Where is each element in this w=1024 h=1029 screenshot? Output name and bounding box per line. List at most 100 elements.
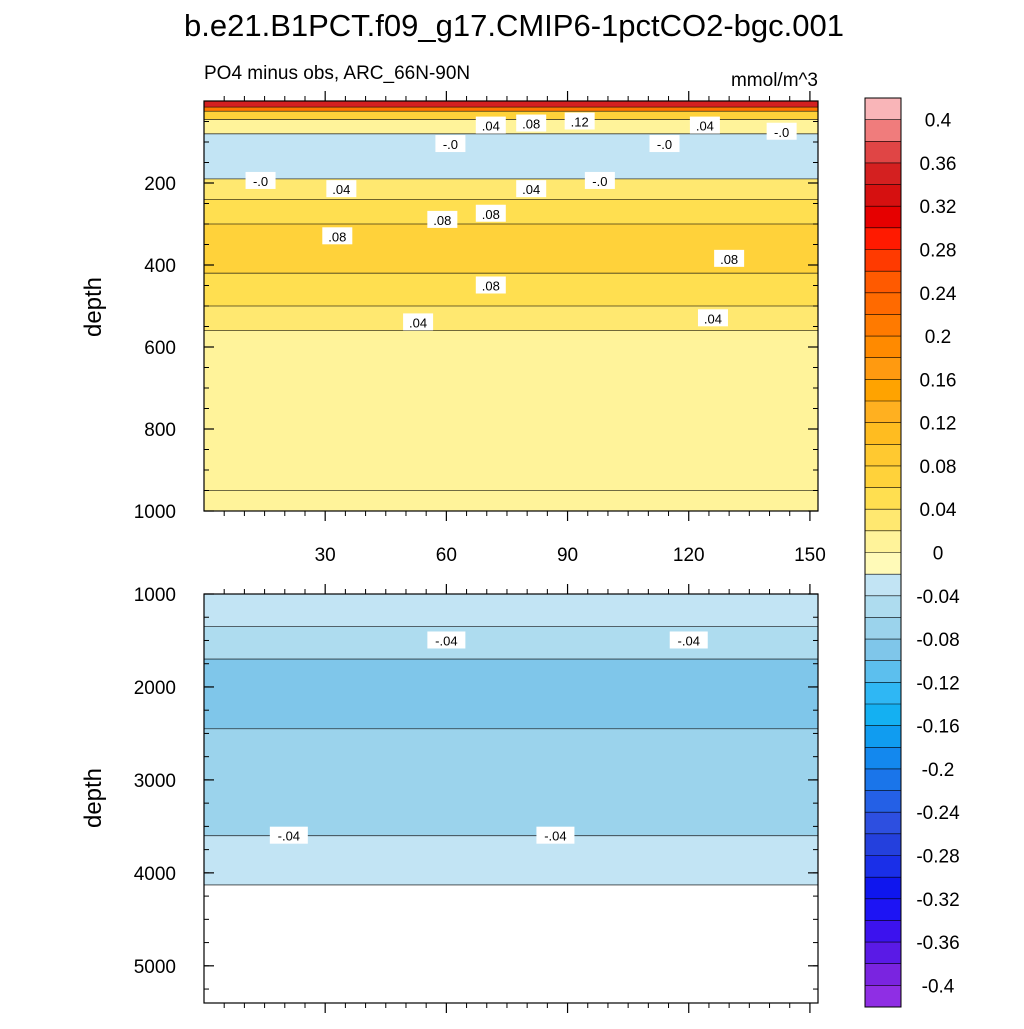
colorbar-swatch — [865, 162, 901, 185]
contour-label: -.04 — [278, 829, 300, 844]
colorbar-swatch — [865, 617, 901, 640]
colorbar-swatch — [865, 119, 901, 142]
contour-band — [204, 626, 818, 660]
colorbar-label: -0.4 — [922, 976, 955, 997]
contour-label-box — [245, 171, 276, 189]
y-tick-label: 1000 — [134, 502, 176, 523]
colorbar-label: 0.36 — [920, 154, 957, 175]
colorbar-swatch — [865, 747, 901, 770]
x-tick-label: 60 — [436, 545, 457, 566]
chart-title: b.e21.B1PCT.f09_g17.CMIP6-1pctCO2-bgc.00… — [184, 8, 844, 43]
contour-label: -.0 — [657, 137, 672, 152]
colorbar-swatch — [865, 401, 901, 423]
contour-label: -.0 — [443, 137, 458, 152]
colorbar: 0.4 0.36 0.32 0.28 0.24 0.2 0.16 0.12 0.08 0.04 0 -… — [864, 97, 960, 1008]
y-tick-label: 2000 — [134, 678, 176, 699]
colorbar-frame — [864, 97, 902, 1008]
contour-label-box — [427, 631, 466, 649]
contour-band — [204, 835, 818, 885]
y-tick-label: 800 — [144, 420, 176, 441]
colorbar-swatch — [865, 509, 901, 532]
colorbar-swatch — [865, 336, 901, 359]
y-tick-label: 3000 — [134, 771, 176, 792]
y-axis-title-lower: depth — [80, 768, 107, 828]
colorbar-swatch — [865, 704, 901, 726]
y-tick-label: 600 — [144, 338, 176, 359]
contour-band — [204, 101, 818, 108]
colorbar-swatch — [865, 574, 901, 597]
contour-label-box — [516, 180, 547, 198]
colorbar-label: -0.2 — [922, 760, 955, 781]
colorbar-swatch — [865, 379, 901, 402]
panel-lower: 1000 2000 3000 4000 5000 -.04 -.04 -.04 -.04 — [134, 584, 819, 1013]
contour-band — [204, 199, 818, 224]
contour-label: .04 — [332, 182, 350, 197]
contour-band — [204, 594, 818, 627]
colorbar-swatch — [865, 985, 901, 1008]
colorbar-swatch — [865, 855, 901, 878]
contour-label-box — [689, 116, 720, 134]
colorbar-swatch — [865, 768, 901, 791]
contour-label: -.0 — [253, 174, 268, 189]
contour-label-box — [564, 112, 595, 130]
colorbar-swatch — [865, 660, 901, 683]
contour-label-box — [536, 826, 575, 844]
colorbar-swatch — [865, 639, 901, 662]
contour-label-box — [697, 309, 728, 327]
colorbar-label: 0.04 — [920, 500, 957, 521]
colorbar-label: -0.24 — [916, 803, 960, 824]
contour-label: -.04 — [678, 633, 700, 648]
contour-band — [204, 273, 818, 306]
contour-label: .08 — [433, 213, 451, 228]
x-tick-label: 120 — [673, 545, 705, 566]
contour-label: .12 — [571, 115, 589, 130]
contour-label-box — [516, 114, 547, 132]
colorbar-label: 0.32 — [920, 197, 957, 218]
colorbar-swatch — [865, 98, 901, 120]
colorbar-label: -0.12 — [916, 673, 959, 694]
contour-label: -.0 — [774, 125, 789, 140]
colorbar-swatch — [865, 292, 901, 315]
colorbar-swatch — [865, 682, 901, 705]
y-tick-label: 400 — [144, 256, 176, 277]
contour-band — [204, 659, 818, 729]
colorbar-swatch — [865, 898, 901, 921]
colorbar-label: 0.28 — [920, 241, 957, 262]
colorbar-swatch — [865, 552, 901, 575]
colorbar-label: -0.16 — [916, 717, 959, 738]
contour-label: .04 — [482, 119, 500, 134]
contour-label: -.0 — [592, 174, 607, 189]
colorbar-label: -0.28 — [916, 847, 959, 868]
colorbar-label: -0.08 — [916, 630, 959, 651]
colorbar-swatch — [865, 249, 901, 272]
colorbar-swatch — [865, 920, 901, 943]
contour-label: -.04 — [544, 829, 566, 844]
colorbar-label: 0.08 — [920, 457, 957, 478]
contour-band — [204, 111, 818, 120]
contour-label-box — [714, 249, 745, 267]
colorbar-label: 0.24 — [920, 284, 957, 305]
colorbar-label: 0 — [933, 544, 944, 565]
colorbar-swatch — [865, 141, 901, 164]
contour-band — [204, 728, 818, 836]
colorbar-swatch — [865, 942, 901, 965]
colorbar-swatch — [865, 833, 901, 856]
contour-band — [204, 330, 818, 491]
contour-label: .08 — [522, 117, 540, 132]
x-tick-label: 30 — [315, 545, 336, 566]
colorbar-swatch — [865, 314, 901, 337]
contour-band — [204, 133, 818, 179]
colorbar-label: -0.32 — [916, 890, 959, 911]
colorbar-swatch — [865, 444, 901, 467]
contour-label-box — [435, 135, 466, 153]
panel-upper: 200 400 600 800 1000 30 60 90 120 150 .04 .08 .12 -.0… — [134, 91, 826, 566]
contour-label-box — [475, 116, 506, 134]
contour-label: .04 — [704, 311, 722, 326]
colorbar-swatch — [865, 530, 901, 553]
colorbar-swatch — [865, 206, 901, 229]
contour-band — [204, 119, 818, 134]
colorbar-swatch — [865, 357, 901, 380]
contour-label-box — [649, 135, 680, 153]
chart-subtitle-left: PO4 minus obs, ARC_66N-90N — [204, 63, 470, 84]
